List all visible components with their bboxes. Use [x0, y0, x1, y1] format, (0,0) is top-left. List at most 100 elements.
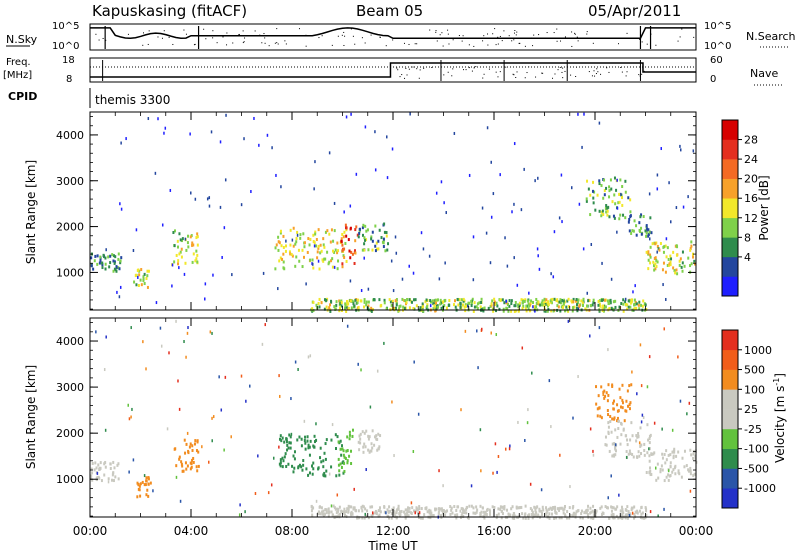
echo-cell: [627, 305, 630, 309]
echo-cell: [591, 189, 594, 193]
echo-cell: [602, 306, 605, 310]
nsearch-dot: [183, 29, 185, 31]
echo-cell: [610, 513, 613, 517]
echo-cell: [559, 506, 562, 510]
echo-cell: [602, 393, 604, 397]
velocity-colorbar-swatches: [722, 330, 738, 509]
echo-cell: [661, 456, 664, 460]
echo-cell: [321, 510, 324, 514]
echo-cell: [492, 471, 494, 475]
colorbar-tick-label: -25: [744, 423, 762, 436]
echo-cell: [660, 147, 662, 151]
echo-cell: [648, 230, 651, 234]
echo-cell: [329, 309, 332, 313]
echo-cell: [598, 182, 601, 186]
echo-cell: [444, 261, 446, 265]
echo-cell: [279, 229, 282, 233]
echo-cell: [497, 512, 500, 516]
echo-cell: [495, 333, 498, 337]
echo-cell: [382, 241, 385, 245]
echo-cell: [614, 202, 617, 206]
echo-cell: [433, 302, 436, 306]
time-axis-label: Time UT: [367, 539, 418, 553]
echo-cell: [271, 146, 273, 150]
echo-cell: [524, 512, 527, 516]
echo-cell: [386, 508, 389, 512]
nave-dot: [526, 72, 528, 74]
echo-cell: [638, 454, 641, 458]
echo-cell: [286, 443, 289, 447]
power-colorbar-swatches: [722, 120, 738, 297]
echo-cell: [677, 469, 680, 473]
echo-cell: [521, 301, 524, 305]
echo-cell: [432, 307, 435, 311]
echo-cell: [657, 476, 660, 480]
echo-cell: [313, 241, 316, 245]
echo-cell: [112, 479, 115, 483]
echo-cell: [370, 237, 373, 241]
echo-cell: [585, 508, 588, 512]
echo-cell: [300, 437, 303, 441]
echo-cell: [511, 505, 514, 509]
echo-cell: [287, 446, 290, 450]
colorbar-swatch: [722, 256, 738, 277]
echo-cell: [619, 405, 622, 409]
nave-dot: [482, 77, 484, 79]
echo-cell: [492, 307, 495, 311]
echo-cell: [410, 300, 413, 304]
echo-cell: [364, 507, 367, 511]
echo-cell: [535, 305, 538, 309]
echo-cell: [116, 463, 119, 467]
echo-cell: [609, 419, 612, 423]
echo-cell: [619, 178, 622, 182]
echo-cell: [345, 234, 348, 238]
echo-cell: [175, 475, 178, 479]
echo-cell: [613, 441, 616, 445]
echo-cell: [502, 307, 505, 311]
echo-cell: [155, 301, 158, 305]
echo-cell: [505, 301, 508, 305]
echo-cell: [297, 465, 300, 469]
echo-cell: [420, 231, 423, 235]
echo-cell: [655, 265, 658, 269]
echo-cell: [465, 507, 468, 511]
echo-cell: [648, 454, 651, 458]
nsearch-dot: [442, 45, 444, 47]
echo-cell: [653, 257, 656, 261]
echo-cell: [578, 303, 581, 307]
echo-cell: [361, 226, 364, 230]
echo-cell: [506, 303, 509, 307]
echo-cell: [572, 306, 575, 310]
echo-cell: [363, 442, 366, 446]
echo-cell: [611, 442, 614, 446]
echo-cell: [322, 459, 325, 463]
echo-cell: [480, 469, 482, 473]
echo-cell: [293, 466, 296, 470]
nsearch-dot: [556, 28, 558, 30]
echo-cell: [211, 416, 213, 420]
echo-cell: [219, 205, 222, 209]
echo-cell: [611, 383, 614, 387]
echo-cell: [408, 298, 411, 302]
echo-cell: [117, 477, 120, 481]
echo-cell: [97, 463, 100, 467]
echo-cell: [278, 445, 280, 449]
echo-cell: [495, 514, 498, 518]
echo-cell: [460, 298, 463, 302]
echo-cell: [562, 306, 565, 310]
nsearch-dot: [532, 45, 534, 47]
echo-cell: [580, 509, 583, 513]
echo-cell: [651, 242, 654, 246]
echo-cell: [691, 252, 694, 256]
echo-cell: [532, 513, 535, 517]
echo-cell: [491, 505, 494, 509]
nave-dot: [463, 69, 465, 71]
echo-cell: [323, 474, 326, 478]
echo-cell: [282, 459, 285, 463]
echo-cell: [319, 456, 322, 460]
echo-cell: [303, 419, 306, 423]
echo-cell: [496, 304, 499, 308]
echo-cell: [456, 513, 459, 517]
echo-cell: [671, 450, 674, 454]
echo-cell: [687, 195, 689, 199]
